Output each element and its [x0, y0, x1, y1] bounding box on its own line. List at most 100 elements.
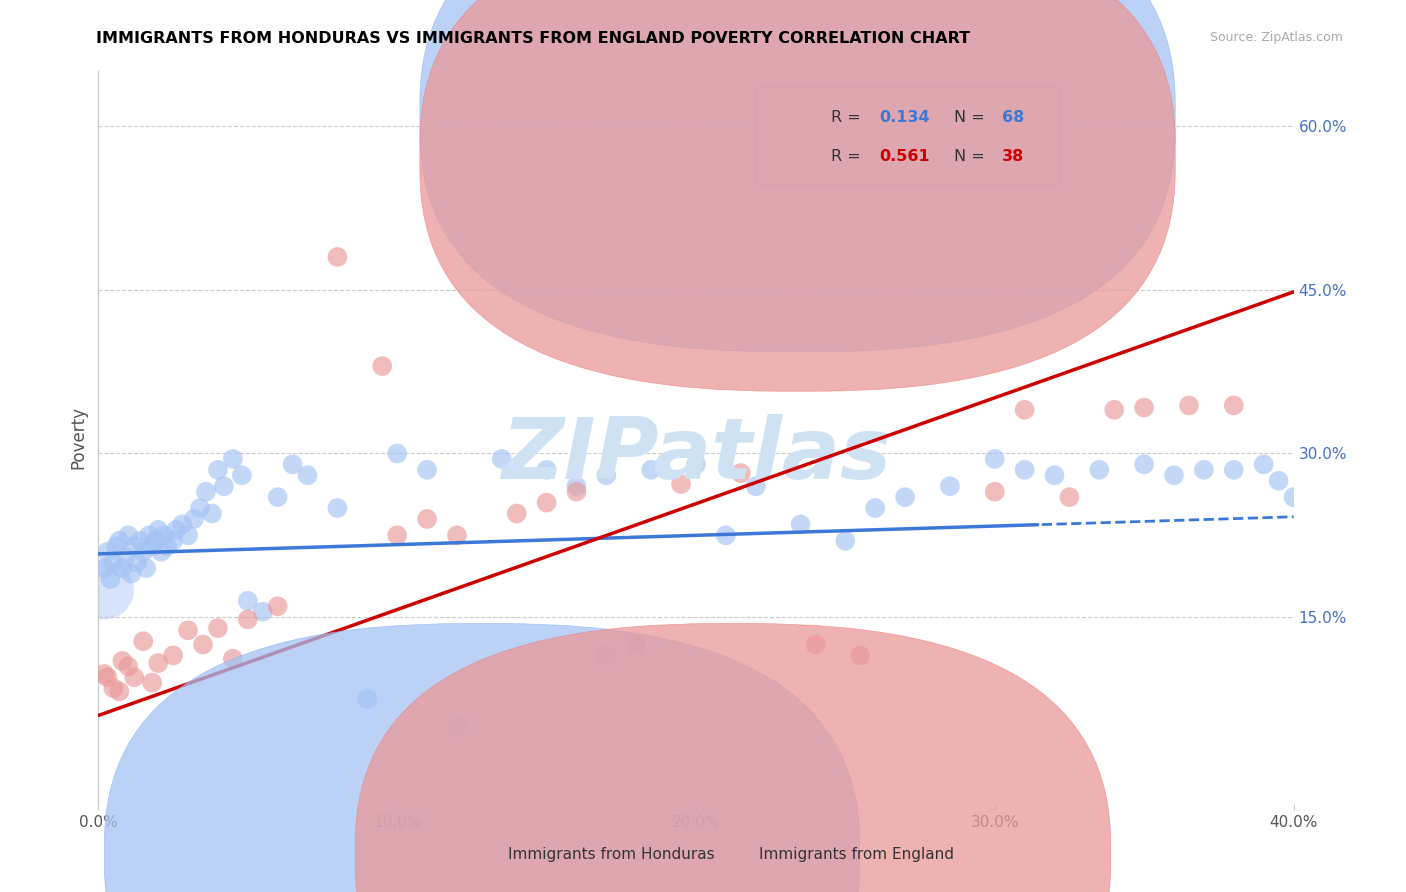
- Point: [536, 463, 558, 477]
- Point: [148, 656, 170, 670]
- Point: [124, 539, 146, 553]
- Point: [714, 528, 737, 542]
- Text: R =: R =: [831, 110, 866, 125]
- Point: [156, 539, 179, 553]
- Text: 38: 38: [1002, 149, 1024, 164]
- Point: [984, 484, 1007, 499]
- Text: 0.134: 0.134: [879, 110, 929, 125]
- Text: Source: ZipAtlas.com: Source: ZipAtlas.com: [1209, 31, 1343, 45]
- Point: [124, 670, 146, 684]
- Point: [135, 561, 157, 575]
- Point: [385, 528, 409, 542]
- Text: N =: N =: [955, 110, 990, 125]
- Point: [834, 533, 856, 548]
- FancyBboxPatch shape: [356, 624, 1111, 892]
- Point: [212, 479, 235, 493]
- Point: [138, 528, 160, 542]
- Point: [385, 446, 409, 460]
- Text: Immigrants from Honduras: Immigrants from Honduras: [509, 847, 716, 862]
- Point: [565, 484, 588, 499]
- Text: Immigrants from England: Immigrants from England: [759, 847, 955, 862]
- Text: N =: N =: [955, 149, 990, 164]
- Point: [1043, 468, 1066, 483]
- FancyBboxPatch shape: [420, 0, 1175, 392]
- FancyBboxPatch shape: [420, 0, 1175, 351]
- Point: [536, 495, 558, 509]
- Point: [114, 550, 136, 565]
- Point: [685, 458, 707, 472]
- Point: [371, 359, 394, 373]
- Point: [93, 561, 115, 575]
- Point: [640, 463, 662, 477]
- Point: [416, 512, 439, 526]
- Point: [1088, 463, 1111, 477]
- Point: [231, 468, 253, 483]
- Point: [1059, 490, 1081, 504]
- Point: [267, 599, 290, 614]
- Point: [111, 654, 134, 668]
- Point: [207, 463, 229, 477]
- Y-axis label: Poverty: Poverty: [69, 406, 87, 468]
- Point: [416, 463, 439, 477]
- Point: [111, 561, 134, 575]
- Point: [105, 539, 128, 553]
- Point: [281, 458, 304, 472]
- Point: [222, 651, 245, 665]
- Point: [1014, 463, 1036, 477]
- Point: [150, 545, 173, 559]
- Point: [669, 477, 692, 491]
- Point: [188, 501, 211, 516]
- Point: [132, 545, 155, 559]
- Point: [129, 533, 152, 548]
- Point: [117, 659, 139, 673]
- Point: [865, 501, 887, 516]
- Point: [93, 667, 115, 681]
- Point: [326, 501, 349, 516]
- Point: [236, 594, 259, 608]
- FancyBboxPatch shape: [104, 624, 859, 892]
- Point: [117, 528, 139, 542]
- Point: [1133, 401, 1156, 415]
- Point: [939, 479, 962, 493]
- Point: [267, 490, 290, 504]
- Point: [141, 675, 163, 690]
- Point: [172, 517, 194, 532]
- Point: [326, 250, 349, 264]
- Point: [1253, 458, 1275, 472]
- Text: ZIPatlas: ZIPatlas: [501, 414, 891, 497]
- Point: [984, 451, 1007, 466]
- Text: R =: R =: [831, 149, 866, 164]
- Point: [143, 533, 166, 548]
- Text: 68: 68: [1002, 110, 1024, 125]
- Point: [148, 523, 170, 537]
- Point: [1014, 402, 1036, 417]
- Point: [93, 582, 115, 597]
- Point: [252, 605, 274, 619]
- Point: [132, 634, 155, 648]
- Point: [103, 681, 125, 695]
- Point: [745, 479, 768, 493]
- Point: [1267, 474, 1289, 488]
- Point: [183, 512, 205, 526]
- Point: [356, 692, 378, 706]
- Point: [1282, 490, 1305, 504]
- Point: [491, 451, 513, 466]
- Point: [177, 528, 200, 542]
- Point: [96, 545, 118, 559]
- Point: [96, 670, 118, 684]
- Point: [730, 466, 752, 480]
- Point: [108, 533, 131, 548]
- Point: [1223, 399, 1246, 413]
- Point: [103, 556, 125, 570]
- Point: [595, 648, 617, 663]
- Point: [1178, 399, 1201, 413]
- Point: [207, 621, 229, 635]
- Point: [1104, 402, 1126, 417]
- Text: 0.561: 0.561: [879, 149, 929, 164]
- Point: [626, 638, 648, 652]
- Point: [894, 490, 917, 504]
- Point: [195, 484, 218, 499]
- Point: [297, 468, 319, 483]
- Point: [165, 523, 187, 537]
- Point: [1192, 463, 1215, 477]
